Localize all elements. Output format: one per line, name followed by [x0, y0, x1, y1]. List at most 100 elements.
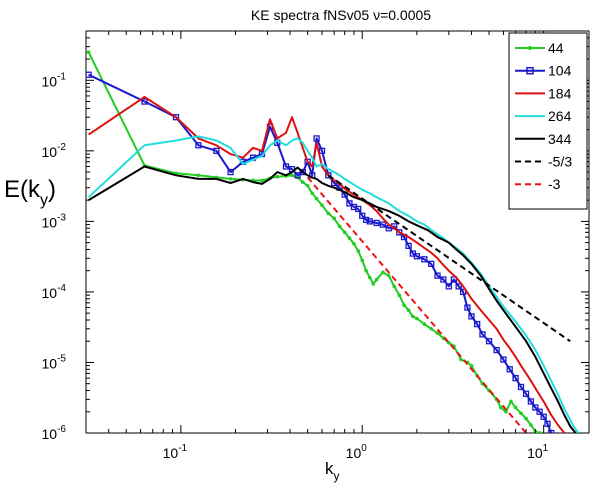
y-axis-label-main: E(k	[4, 176, 41, 203]
data-point	[313, 135, 320, 142]
data-point	[455, 283, 462, 290]
x-tick-label: 10-1	[163, 443, 188, 461]
data-point	[440, 276, 447, 283]
y-tick-label: 10-2	[42, 142, 67, 160]
x-tick-exp: 1	[543, 443, 549, 454]
data-point	[459, 357, 463, 362]
legend-label: 184	[548, 85, 572, 101]
data-point	[346, 200, 353, 207]
y-tick-base: 10	[42, 73, 58, 89]
series-5	[327, 174, 571, 343]
y-axis-label: E(ky)	[4, 176, 56, 209]
data-point	[435, 331, 440, 335]
data-point	[290, 173, 294, 178]
y-tick-base: 10	[42, 285, 58, 301]
data-point	[413, 253, 421, 260]
data-point	[227, 168, 234, 176]
data-point	[337, 224, 342, 229]
data-point	[464, 304, 471, 311]
series-line-6	[306, 176, 527, 433]
data-point	[519, 411, 523, 416]
data-point	[359, 212, 366, 219]
data-point	[294, 172, 301, 179]
legend-label: -3	[548, 176, 561, 192]
data-point	[342, 230, 347, 235]
data-point	[429, 327, 434, 331]
data-point	[536, 408, 543, 415]
series-4	[88, 165, 577, 433]
data-point	[305, 183, 310, 188]
data-point	[396, 229, 403, 236]
data-point	[474, 320, 481, 328]
plot-area	[85, 30, 590, 434]
data-point	[445, 283, 452, 290]
data-point	[532, 404, 539, 411]
data-point	[402, 303, 406, 307]
data-point	[366, 218, 373, 225]
data-point	[468, 313, 475, 320]
y-tick-label: 10-3	[42, 212, 67, 230]
x-tick-label: 100	[346, 443, 368, 461]
x-tick-exp: 0	[361, 443, 367, 454]
legend-box	[508, 32, 588, 210]
series-0	[86, 50, 543, 433]
data-point	[86, 71, 92, 78]
data-point	[548, 429, 555, 433]
y-tick-label: 10-1	[42, 71, 67, 89]
data-point	[509, 399, 513, 404]
y-tick-base: 10	[42, 144, 58, 160]
data-point	[544, 420, 551, 427]
data-point	[540, 413, 547, 420]
y-tick-labels: 10-610-510-410-310-210-1	[42, 71, 67, 442]
data-point	[450, 276, 458, 283]
legend-item-2: 184	[515, 85, 572, 101]
y-tick-label: 10-6	[42, 424, 67, 442]
data-point	[318, 147, 326, 154]
y-tick-base: 10	[42, 355, 58, 371]
legend-marker	[526, 66, 534, 75]
series-line-5	[327, 174, 571, 343]
series-line-2	[88, 96, 566, 433]
data-point	[493, 346, 500, 354]
y-tick-base: 10	[42, 214, 58, 230]
legend-item-5: -5/3	[515, 154, 572, 170]
y-tick-label: 10-4	[42, 283, 67, 301]
data-point	[504, 409, 508, 414]
data-point	[517, 383, 525, 391]
x-axis-label-sub: y	[334, 469, 340, 483]
data-point	[325, 172, 332, 179]
legend-item-3: 264	[515, 108, 572, 124]
data-point	[498, 405, 503, 410]
data-point	[86, 50, 91, 55]
chart-title: KE spectra fNSv05 ν=0.0005	[251, 7, 431, 23]
data-point	[310, 191, 315, 196]
axes-box	[85, 30, 590, 434]
legend-item-1: 104	[515, 63, 572, 79]
data-point	[195, 142, 202, 149]
data-point	[332, 216, 336, 221]
data-point	[300, 180, 305, 184]
data-point	[512, 374, 519, 382]
y-tick-exp: -6	[57, 424, 66, 435]
data-point	[522, 390, 530, 397]
data-point	[374, 277, 379, 282]
data-point	[371, 282, 376, 286]
x-tick-base: 10	[346, 445, 362, 461]
data-point	[538, 431, 543, 433]
data-point	[347, 236, 352, 240]
legend-item-4: 344	[515, 131, 572, 147]
data-point	[513, 405, 518, 410]
data-point	[367, 275, 372, 280]
y-axis-label-tail: )	[48, 176, 56, 203]
x-tick-base: 10	[163, 445, 179, 461]
y-tick-exp: -3	[57, 212, 66, 223]
legend-item-0: 44	[515, 40, 564, 56]
data-point	[447, 340, 451, 345]
legend-label: 264	[548, 108, 572, 124]
data-point	[434, 272, 441, 279]
data-point	[397, 293, 402, 297]
data-point	[362, 216, 370, 224]
series-line-3	[87, 135, 580, 433]
legend-marker	[528, 46, 532, 50]
